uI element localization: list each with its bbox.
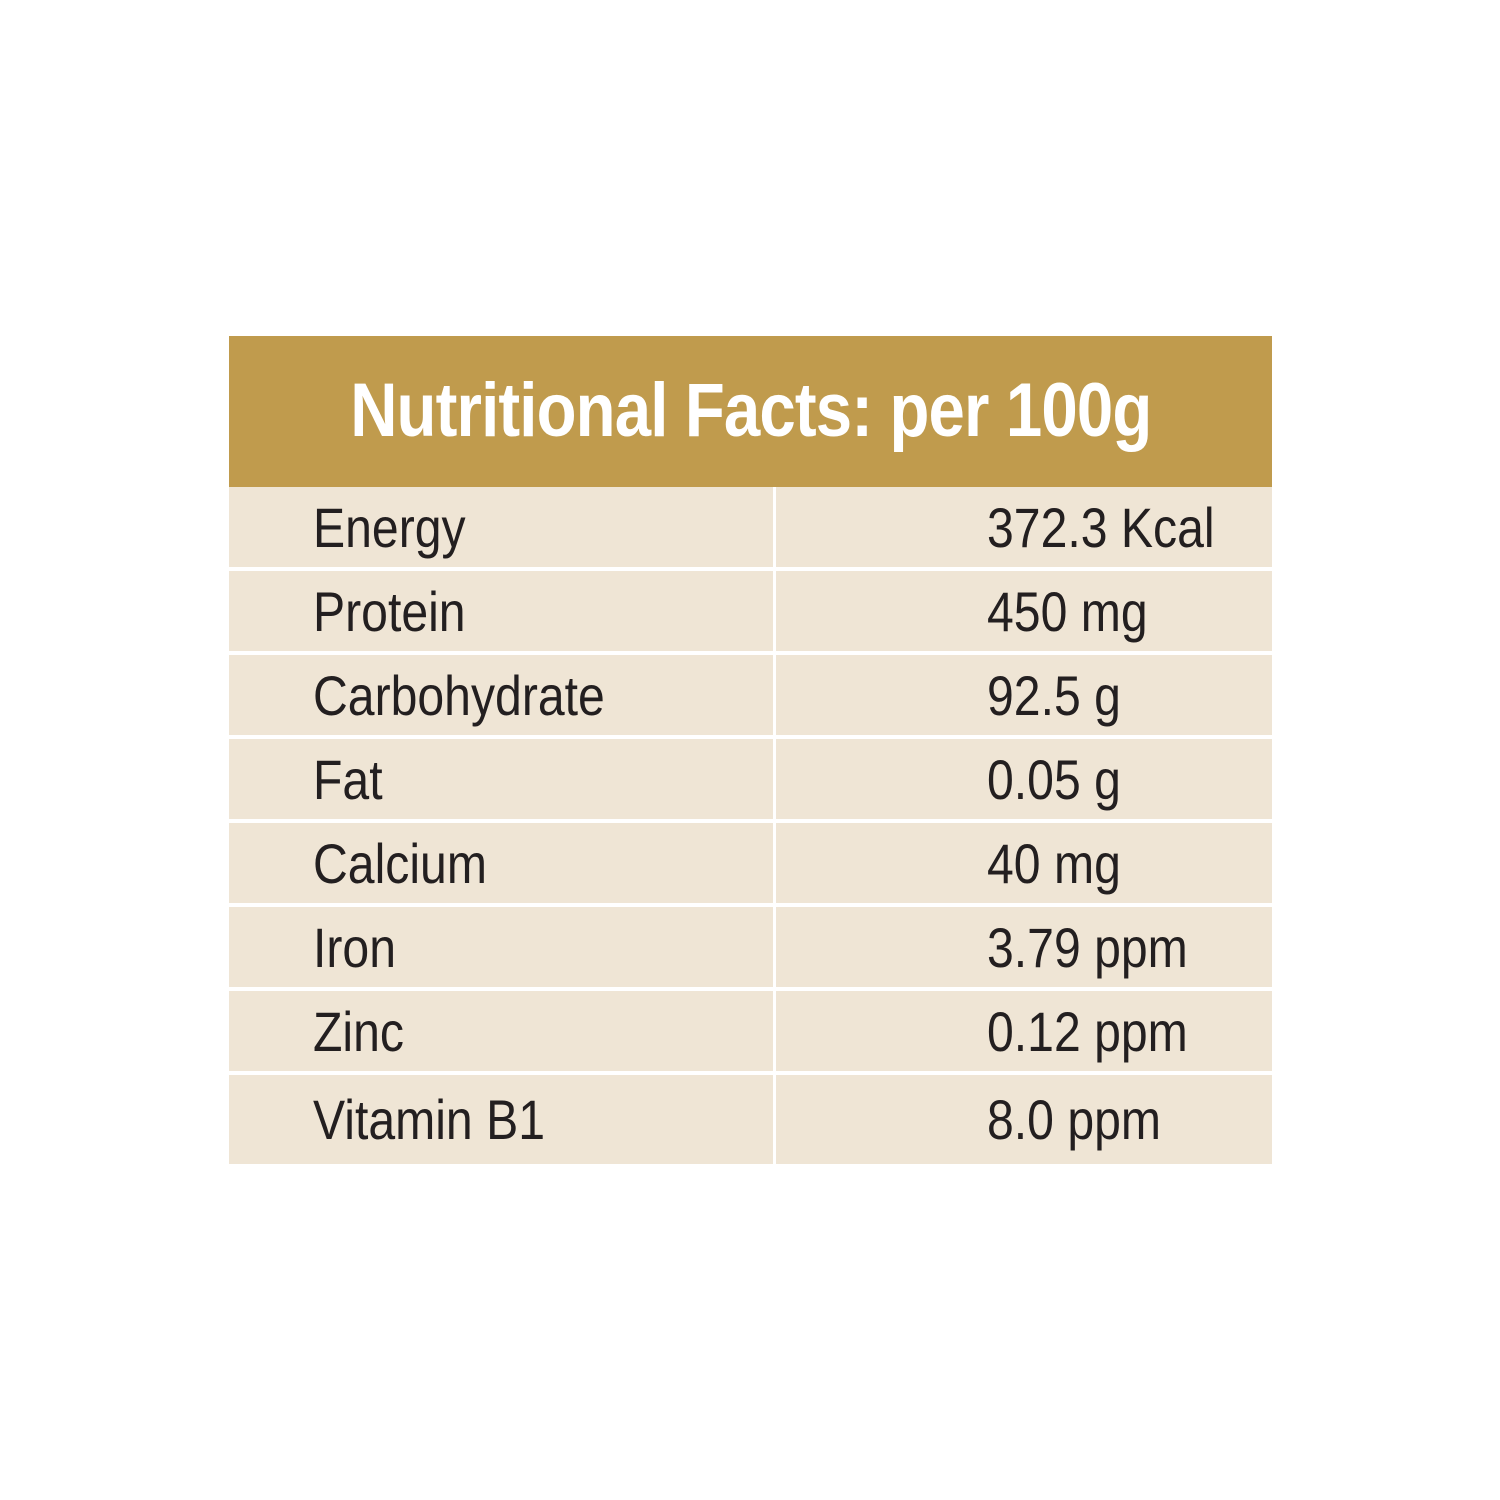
nutrient-name: Protein <box>313 579 466 643</box>
nutrient-name: Fat <box>313 747 383 811</box>
nutrient-value: 92.5 g <box>987 663 1121 727</box>
table-row-iron: Iron 3.79 ppm <box>229 907 1272 987</box>
nutrient-name-cell: Zinc <box>229 991 773 1071</box>
nutrient-value-cell: 372.3 Kcal <box>776 487 1272 567</box>
nutrient-value: 3.79 ppm <box>987 915 1188 979</box>
nutrient-name: Calcium <box>313 831 487 895</box>
nutrient-name-cell: Calcium <box>229 823 773 903</box>
nutrient-value: 0.12 ppm <box>987 999 1188 1063</box>
table-row-vitamin-b1: Vitamin B1 8.0 ppm <box>229 1075 1272 1164</box>
nutrient-value-cell: 0.05 g <box>776 739 1272 819</box>
table-row-carbohydrate: Carbohydrate 92.5 g <box>229 655 1272 735</box>
nutrient-value-cell: 0.12 ppm <box>776 991 1272 1071</box>
nutrient-name: Carbohydrate <box>313 663 605 727</box>
nutrient-name-cell: Protein <box>229 571 773 651</box>
nutrient-value: 8.0 ppm <box>987 1088 1162 1151</box>
table-header: Nutritional Facts: per 100g <box>229 336 1272 487</box>
table-row-calcium: Calcium 40 mg <box>229 823 1272 903</box>
nutrient-name-cell: Energy <box>229 487 773 567</box>
table-row-fat: Fat 0.05 g <box>229 739 1272 819</box>
nutrient-value-cell: 3.79 ppm <box>776 907 1272 987</box>
table-row-energy: Energy 372.3 Kcal <box>229 487 1272 567</box>
nutrient-name-cell: Fat <box>229 739 773 819</box>
nutrient-name-cell: Vitamin B1 <box>229 1075 773 1164</box>
nutrient-name-cell: Iron <box>229 907 773 987</box>
nutrient-value-cell: 40 mg <box>776 823 1272 903</box>
nutrient-value-cell: 8.0 ppm <box>776 1075 1272 1164</box>
nutrient-value-cell: 450 mg <box>776 571 1272 651</box>
table-title: Nutritional Facts: per 100g <box>349 368 1152 453</box>
nutrient-name: Iron <box>313 915 396 979</box>
nutrient-value: 372.3 Kcal <box>987 495 1215 559</box>
table-row-protein: Protein 450 mg <box>229 571 1272 651</box>
nutrient-value: 0.05 g <box>987 747 1121 811</box>
nutrient-value: 40 mg <box>987 831 1121 895</box>
nutrition-facts-table: Nutritional Facts: per 100g Energy 372.3… <box>229 336 1272 1164</box>
table-row-zinc: Zinc 0.12 ppm <box>229 991 1272 1071</box>
nutrient-value-cell: 92.5 g <box>776 655 1272 735</box>
nutrient-value: 450 mg <box>987 579 1148 643</box>
table-body: Energy 372.3 Kcal Protein 450 mg Carbohy… <box>229 487 1272 1164</box>
nutrient-name: Vitamin B1 <box>313 1088 546 1151</box>
nutrient-name-cell: Carbohydrate <box>229 655 773 735</box>
nutrient-name: Energy <box>313 495 466 559</box>
nutrient-name: Zinc <box>313 999 404 1063</box>
